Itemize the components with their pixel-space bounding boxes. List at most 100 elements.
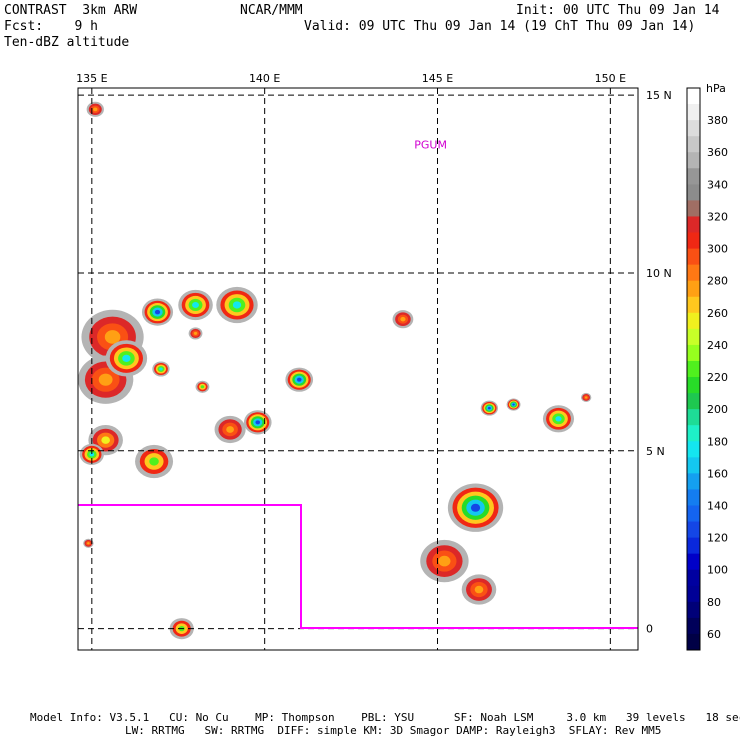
colorbar: 380 360 340 320 300 280 260 240 220 200 180 160 140 1…: [686, 87, 728, 651]
colorbar-swatch: [687, 184, 700, 201]
colorbar-swatch: [687, 264, 700, 282]
map-canvas: PGUM 135 E 140 E 145 E 150 E 15 N 10 N 5 N 0 h…: [76, 72, 728, 651]
cell-contour: [296, 377, 302, 382]
storm-cell: [188, 327, 203, 340]
colorbar-swatch: [687, 409, 700, 426]
valid-time: Valid: 09 UTC Thu 09 Jan 14 (19 ChT Thu …: [304, 19, 696, 34]
lat-label: 10 N: [646, 267, 672, 280]
cell-contour: [474, 585, 484, 594]
colorbar-tick-label: 180: [707, 435, 728, 448]
latitude-labels: 15 N 10 N 5 N 0: [646, 89, 672, 636]
colorbar-tick-label: 360: [707, 146, 728, 159]
cell-contour: [98, 373, 113, 386]
cell-contour: [555, 416, 562, 422]
colorbar-swatch: [687, 393, 700, 410]
colorbar-swatch: [687, 200, 700, 217]
colorbar-tick-label: 300: [707, 243, 728, 256]
cell-contour: [193, 331, 198, 335]
storm-cell: [214, 415, 246, 444]
colorbar-frame: [686, 87, 701, 651]
lat-label: 5 N: [646, 445, 665, 458]
colorbar-swatch: [687, 473, 700, 490]
map-frame: [77, 87, 639, 651]
colorbar-tick-label: 100: [707, 564, 728, 577]
colorbar-swatch: [687, 601, 700, 619]
storm-cell: [141, 298, 174, 326]
cell-contour: [438, 555, 451, 567]
longitude-labels: 135 E 140 E 145 E 150 E: [76, 72, 626, 85]
lon-label: 145 E: [422, 72, 453, 85]
colorbar-swatch: [687, 585, 700, 603]
storm-cell: [83, 538, 94, 548]
colorbar-tick-label: 320: [707, 210, 728, 223]
model-info-line2: LW: RRTMG SW: RRTMG DIFF: simple KM: 3D …: [125, 724, 662, 737]
colorbar-swatch: [687, 280, 700, 298]
colorbar-swatch: [687, 344, 700, 362]
colorbar-swatch: [687, 521, 700, 539]
colorbar-swatch: [687, 312, 700, 330]
cell-contour: [89, 452, 95, 457]
colorbar-swatch: [687, 553, 700, 571]
colorbar-swatch: [687, 248, 700, 266]
station-marker: PGUM: [414, 138, 447, 151]
storm-cell: [178, 289, 213, 321]
colorbar-swatch: [687, 104, 700, 121]
storm-cell: [420, 539, 469, 583]
storm-cell: [152, 361, 170, 377]
cell-contour: [487, 406, 491, 410]
lat-label: 15 N: [646, 89, 672, 102]
storm-cell: [105, 340, 148, 377]
model-title: CONTRAST 3km ARW: [4, 3, 138, 18]
colorbar-swatch: [687, 505, 700, 523]
colorbar-swatch: [687, 633, 700, 651]
field-name: Ten-dBZ altitude: [4, 35, 130, 50]
cell-contour: [101, 436, 110, 444]
colorbar-tick-label: 240: [707, 339, 728, 352]
colorbar-tick-label: 380: [707, 114, 728, 127]
cell-contour: [149, 457, 159, 466]
colorbar-swatch: [687, 569, 700, 587]
cell-contour: [93, 107, 98, 112]
storm-cell: [216, 286, 258, 324]
cell-contour: [226, 426, 234, 433]
lon-label: 150 E: [595, 72, 626, 85]
colorbar-tick-label: 60: [707, 628, 721, 641]
colorbar-tick-label: 260: [707, 307, 728, 320]
colorbar-swatch: [687, 457, 700, 474]
station-label-pgum: PGUM: [414, 138, 447, 151]
cell-contour: [584, 396, 588, 399]
colorbar-swatch: [687, 168, 700, 185]
cell-contour: [122, 354, 131, 362]
storm-cell: [461, 574, 497, 605]
colorbar-tick-label: 220: [707, 371, 728, 384]
storm-cell: [447, 483, 504, 532]
lat-label: 0: [646, 623, 653, 636]
forecast-hour: Fcst: 9 h: [4, 19, 98, 34]
storm-cell: [285, 367, 314, 392]
colorbar-swatch: [687, 360, 700, 378]
storm-cell: [480, 400, 498, 416]
cell-contour: [104, 330, 121, 344]
colorbar-swatch: [687, 425, 700, 442]
colorbar-swatch: [687, 120, 700, 137]
lon-label: 140 E: [249, 72, 280, 85]
colorbar-swatch: [687, 216, 700, 234]
colorbar-tick-label: 120: [707, 532, 728, 545]
cell-contour: [159, 367, 163, 371]
storm-cell: [243, 410, 272, 435]
colorbar-swatch: [687, 441, 700, 458]
storm-cell: [392, 310, 414, 329]
init-time: Init: 00 UTC Thu 09 Jan 14: [516, 3, 720, 18]
storm-cell: [542, 405, 575, 433]
storm-cell: [135, 444, 174, 479]
cell-contour: [87, 542, 90, 545]
storm-cell: [580, 392, 592, 402]
colorbar-swatch: [687, 537, 700, 555]
lon-label: 135 E: [76, 72, 107, 85]
storm-cell: [195, 380, 210, 393]
storm-cell: [506, 398, 521, 411]
nested-domain-outline: [78, 504, 638, 629]
colorbar-tick-label: 280: [707, 275, 728, 288]
cell-contour: [470, 503, 481, 512]
colorbar-tick-label: 80: [707, 596, 721, 609]
